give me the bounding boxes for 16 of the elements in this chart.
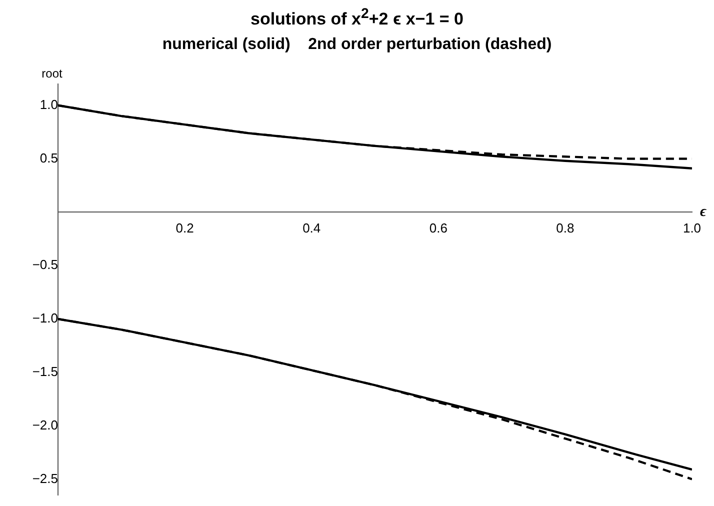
chart-subtitle: numerical (solid) 2nd order perturbation (dashed) [161, 36, 553, 54]
y-tick-label: 0.5 [40, 150, 58, 166]
y-tick-label: −2.5 [32, 470, 58, 486]
y-axis-title: root [42, 66, 63, 80]
x-tick-label: 1.0 [682, 220, 702, 236]
x-axis-title: ϵ [700, 204, 707, 220]
x-tick-label: 0.4 [302, 220, 321, 236]
x-tick-label: 0.6 [429, 220, 448, 236]
y-tick-label: −2.0 [32, 417, 58, 432]
y-tick-label: 1.0 [40, 96, 58, 112]
y-tick-label: −0.5 [32, 257, 58, 272]
y-tick-label: −1.0 [32, 310, 58, 326]
x-tick-label: 0.2 [176, 220, 194, 236]
x-tick-label: 0.8 [556, 220, 574, 236]
y-tick-label: −1.5 [32, 364, 58, 379]
chart-title: solutions of x$^{2}$+2 ϵ x−1 = 0 [249, 6, 464, 30]
